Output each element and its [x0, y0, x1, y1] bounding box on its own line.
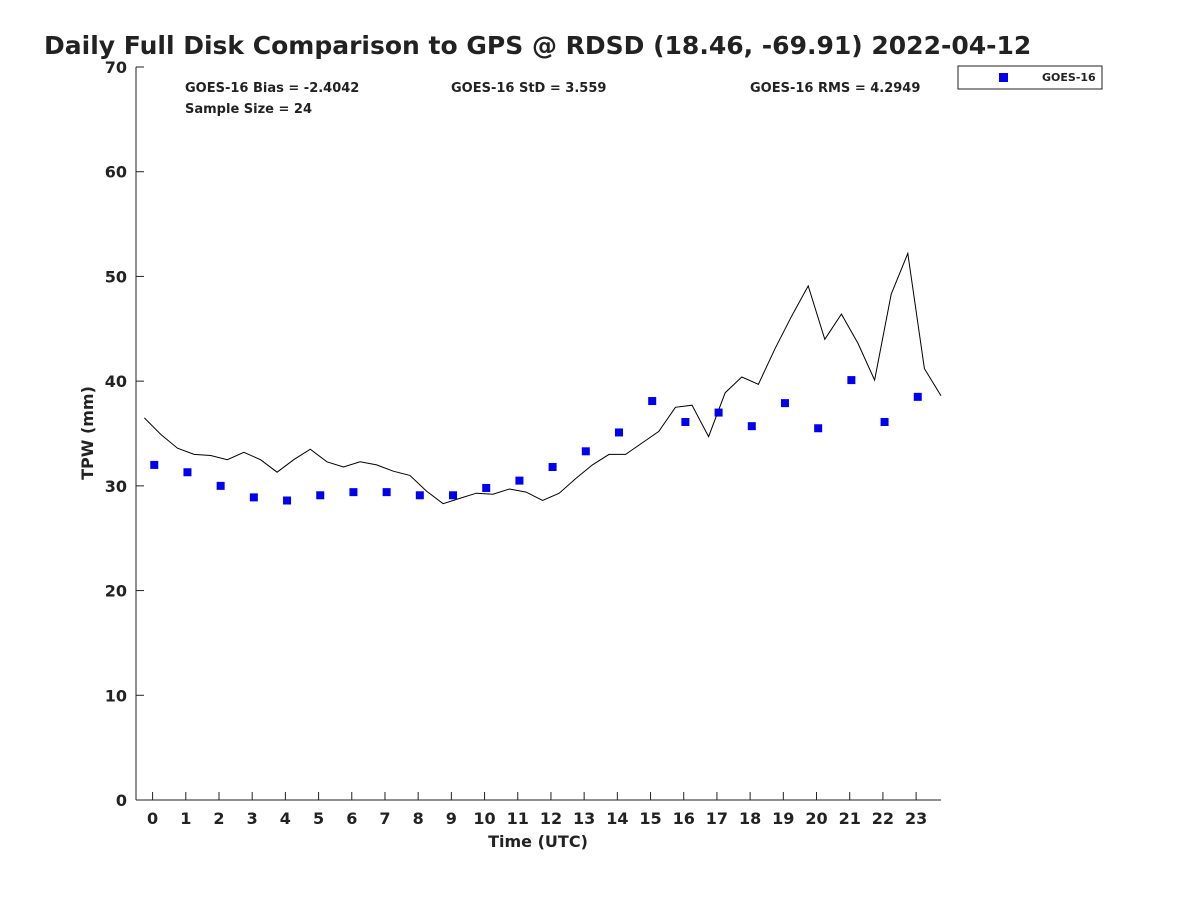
goes16-point	[449, 491, 458, 500]
chart-title: Daily Full Disk Comparison to GPS @ RDSD…	[44, 31, 1031, 60]
x-axis-label: Time (UTC)	[488, 832, 588, 851]
y-tick-label: 60	[105, 163, 127, 182]
y-tick-label: 70	[105, 58, 127, 77]
y-tick-label: 20	[105, 582, 127, 601]
x-tick-label: 16	[673, 809, 695, 828]
bias-annotation: GOES-16 Bias = -2.4042	[185, 81, 359, 96]
goes16-point	[349, 488, 358, 497]
sample-size-annotation: Sample Size = 24	[185, 102, 312, 117]
gps-line-series	[143, 251, 942, 505]
goes16-point	[249, 493, 258, 502]
x-tick-label: 7	[379, 809, 390, 828]
x-tick-label: 8	[413, 809, 424, 828]
goes16-point	[880, 417, 889, 426]
goes16-point	[183, 468, 192, 477]
goes16-point	[283, 496, 292, 505]
y-tick-label: 0	[116, 791, 127, 810]
x-tick-label: 0	[147, 809, 158, 828]
legend-box	[957, 65, 1103, 90]
goes16-point	[747, 422, 756, 431]
x-tick-label: 14	[606, 809, 628, 828]
goes16-point	[780, 399, 789, 408]
y-tick-label: 10	[105, 686, 127, 705]
x-tick-label: 4	[280, 809, 291, 828]
goes16-point	[382, 488, 391, 497]
stats-annotations: GOES-16 Bias = -2.4042 Sample Size = 24 …	[185, 81, 920, 117]
x-tick-label: 15	[639, 809, 661, 828]
x-tick-label: 3	[247, 809, 258, 828]
x-tick-label: 18	[739, 809, 761, 828]
goes16-point	[648, 397, 657, 406]
rms-annotation: GOES-16 RMS = 4.2949	[750, 81, 920, 96]
gps-line	[143, 251, 942, 505]
goes16-point	[913, 392, 922, 401]
goes16-point	[847, 376, 856, 385]
y-tick-label: 50	[105, 267, 127, 286]
x-tick-label: 6	[346, 809, 357, 828]
y-tick-label: 30	[105, 477, 127, 496]
goes16-point	[150, 460, 159, 469]
goes16-point	[515, 476, 524, 485]
x-tick-label: 21	[839, 809, 861, 828]
goes16-point	[216, 481, 225, 490]
y-ticks: 0 10 20 30 40 50 60 70	[105, 58, 144, 810]
goes16-point	[615, 428, 623, 437]
goes16-point	[681, 417, 690, 426]
goes16-point	[482, 483, 491, 492]
x-tick-label: 12	[540, 809, 562, 828]
x-tick-label: 11	[507, 809, 529, 828]
goes16-point	[415, 491, 424, 500]
x-tick-label: 19	[772, 809, 794, 828]
goes16-scatter-series	[150, 376, 922, 505]
legend: GOES-16	[957, 65, 1103, 90]
legend-marker-goes16	[999, 73, 1008, 82]
x-tick-label: 2	[213, 809, 224, 828]
x-tick-label: 13	[573, 809, 595, 828]
x-ticks: 0 1 2 3 4 5 6 7 8 9 10 11 12 13 14 15 16 17 18 19 20 21 22 23	[147, 792, 927, 828]
x-tick-label: 10	[473, 809, 495, 828]
y-tick-label: 40	[105, 372, 127, 391]
legend-label-goes16: GOES-16	[1042, 71, 1096, 84]
x-tick-label: 20	[805, 809, 827, 828]
x-tick-label: 1	[180, 809, 191, 828]
x-tick-label: 17	[706, 809, 728, 828]
x-tick-label: 23	[905, 809, 927, 828]
goes16-point	[548, 463, 557, 472]
x-tick-label: 22	[872, 809, 894, 828]
goes16-point	[316, 491, 325, 500]
goes16-point	[814, 424, 823, 433]
std-annotation: GOES-16 StD = 3.559	[451, 81, 606, 96]
y-axis-label: TPW (mm)	[78, 386, 97, 480]
x-tick-label: 9	[446, 809, 457, 828]
x-tick-label: 5	[313, 809, 324, 828]
plot-area	[135, 67, 941, 801]
goes16-point	[581, 447, 590, 456]
goes16-point	[714, 408, 723, 417]
